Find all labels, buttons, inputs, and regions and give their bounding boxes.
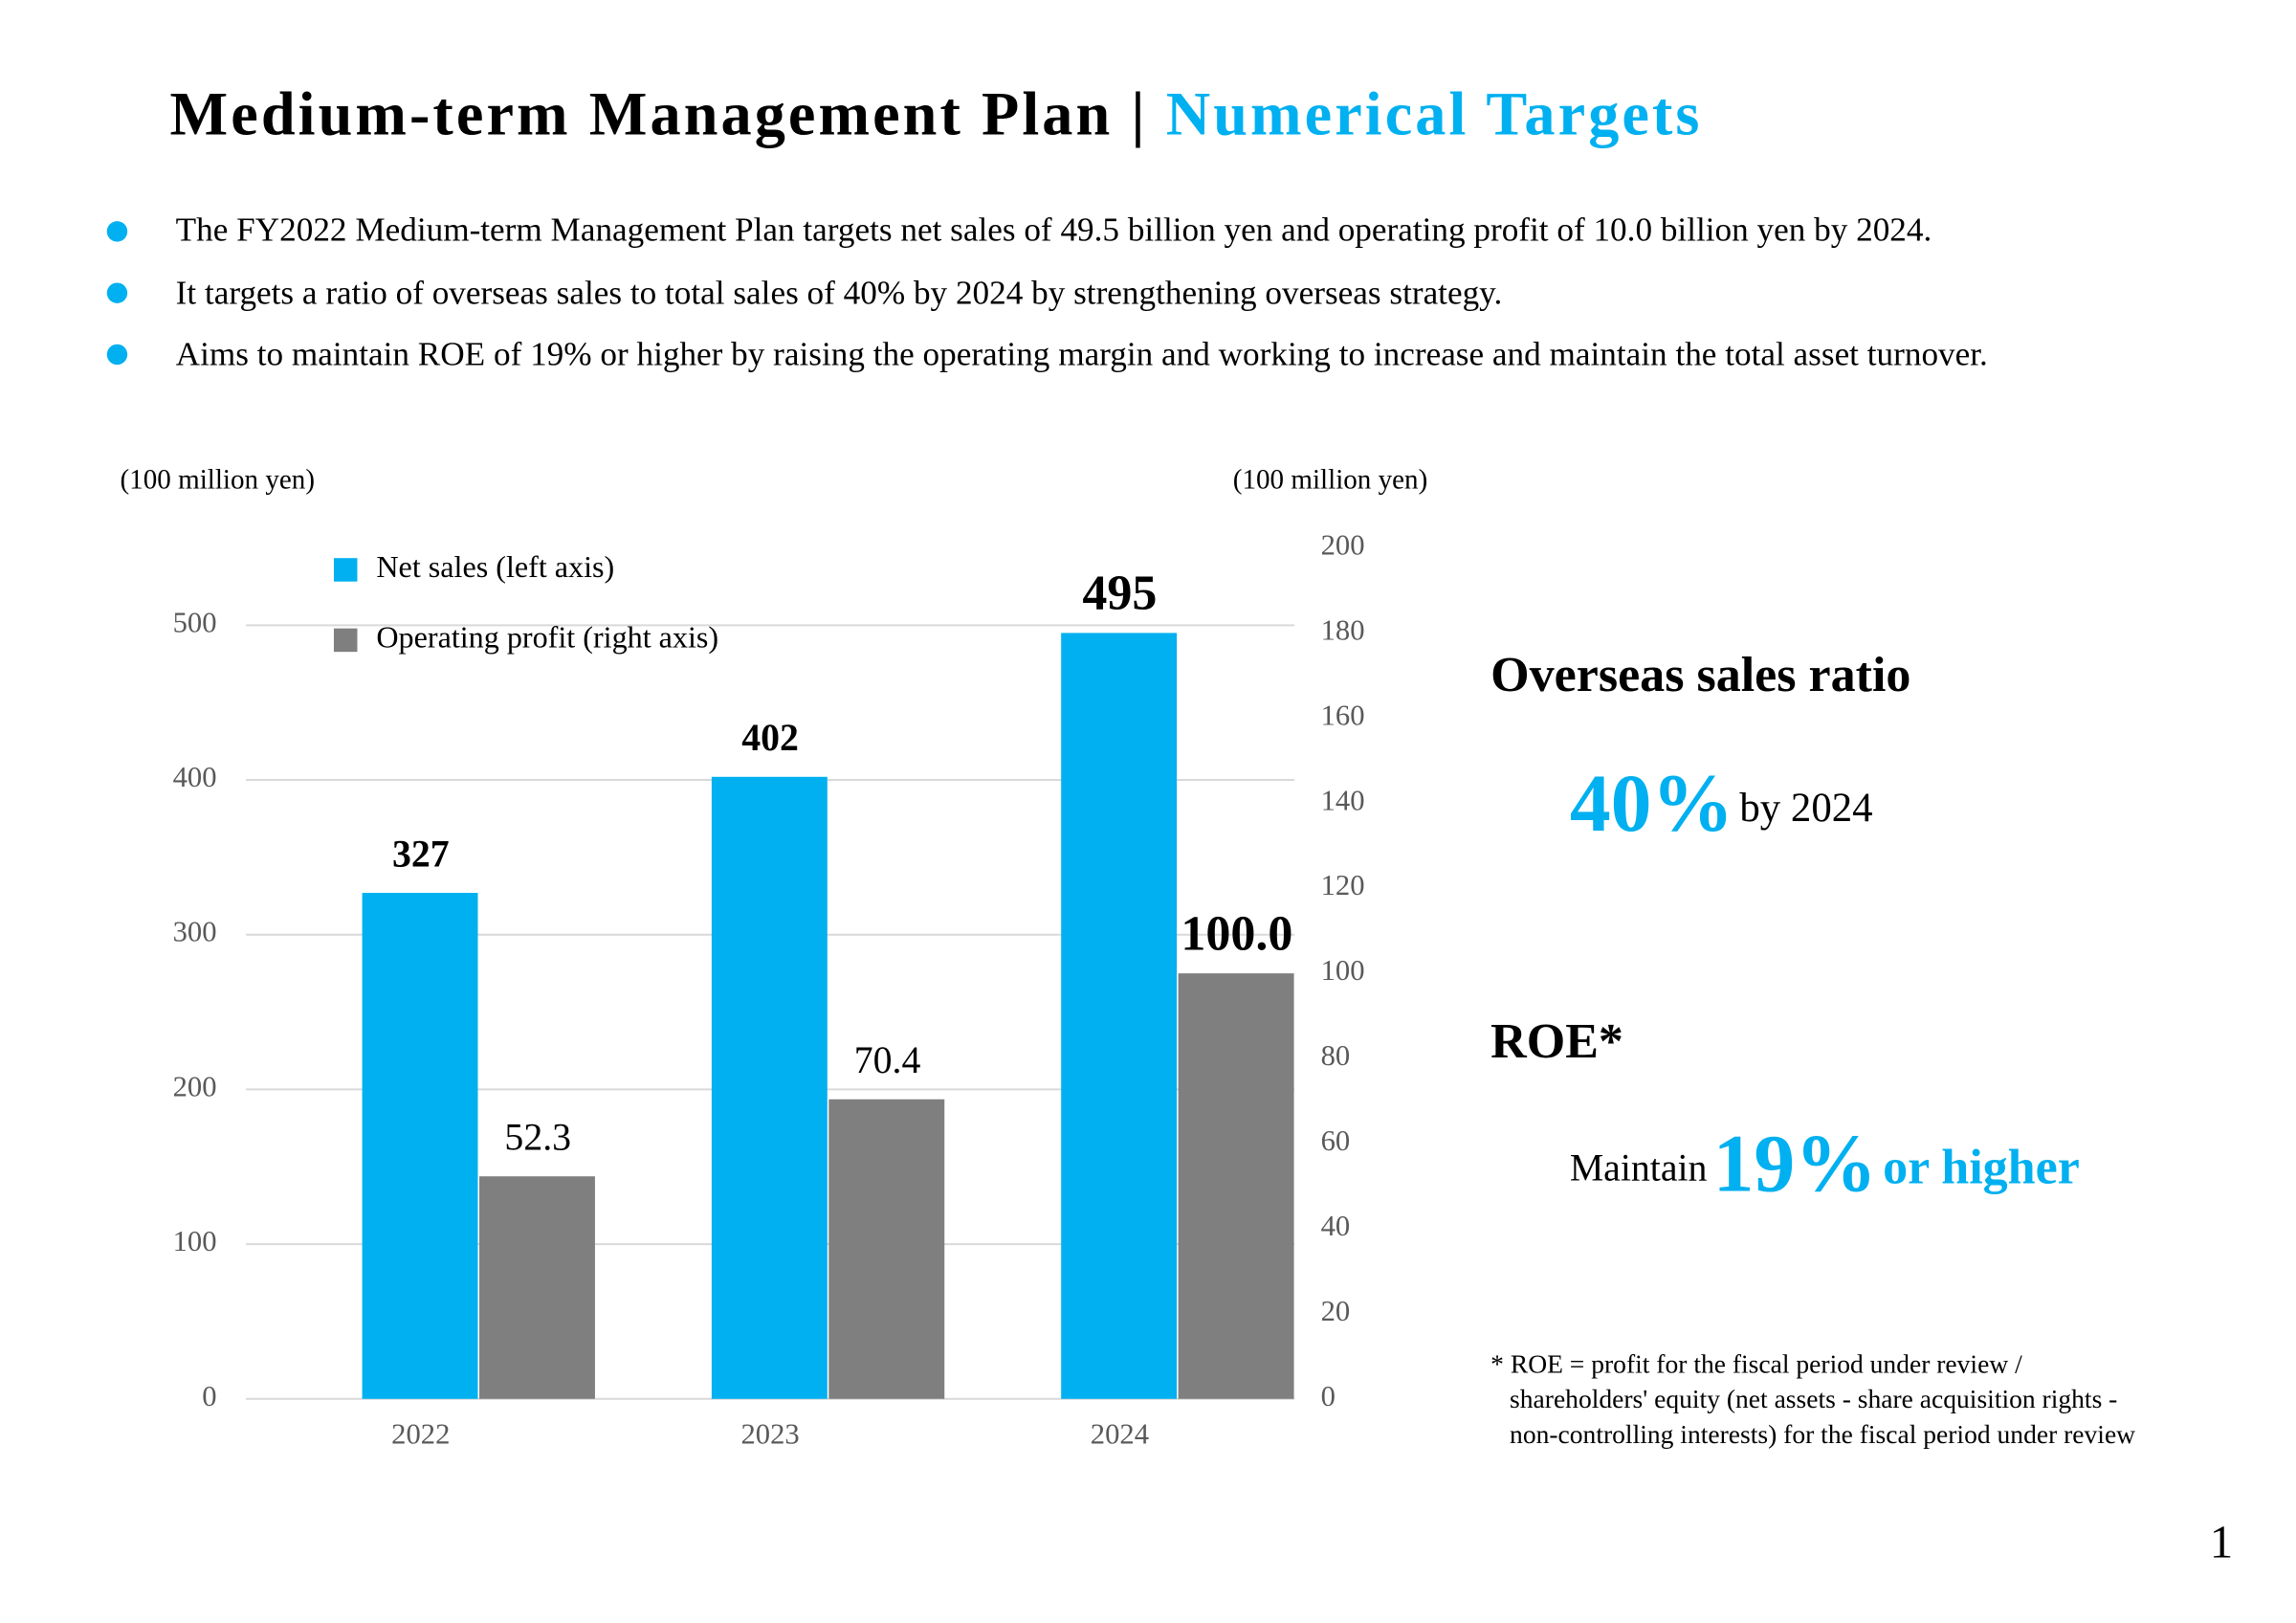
y-axis-label: (100 million yen)	[121, 464, 316, 495]
target-value: 19%	[1713, 1118, 1877, 1209]
bullet: It targets a ratio of overseas sales to …	[176, 274, 1503, 311]
bar	[479, 1176, 595, 1399]
page-number: 1	[2210, 1516, 2233, 1568]
y-tick-label: 100	[173, 1225, 217, 1257]
legend-label: Operating profit (right axis)	[376, 619, 718, 654]
y2-tick-label: 200	[1321, 529, 1365, 562]
target-suffix: or higher	[1883, 1140, 2080, 1194]
y2-tick-label: 100	[1321, 954, 1365, 987]
bar	[1178, 973, 1294, 1399]
target-label: ROE*	[1490, 1014, 1623, 1069]
footnote: non-controlling interests) for the fisca…	[1510, 1419, 2135, 1449]
target-line: 40% by 2024	[1570, 758, 1873, 849]
target-suffix: by 2024	[1739, 786, 1872, 831]
bar	[362, 893, 478, 1399]
bullet: Aims to maintain ROE of 19% or higher by…	[176, 336, 1988, 373]
y2-tick-label: 20	[1321, 1295, 1351, 1327]
legend-swatch	[333, 558, 358, 582]
bullet-dot	[106, 221, 128, 242]
legend-swatch	[333, 628, 358, 653]
value-label: 52.3	[504, 1117, 571, 1159]
legend-label: Net sales (left axis)	[376, 549, 614, 584]
bar	[1061, 633, 1178, 1399]
y2-tick-label: 80	[1321, 1039, 1351, 1072]
y2-tick-label: 140	[1321, 784, 1365, 816]
y2-tick-label: 180	[1321, 613, 1365, 646]
x-tick-label: 2023	[740, 1418, 799, 1451]
target-prefix: Maintain	[1570, 1147, 1708, 1189]
bullet-dot	[106, 282, 128, 303]
x-tick-label: 2022	[391, 1418, 450, 1451]
target-label: Overseas sales ratio	[1490, 648, 1910, 702]
value-label: 495	[1082, 567, 1157, 621]
y-tick-label: 400	[173, 761, 217, 793]
bullet-dot	[106, 344, 128, 366]
bullet: The FY2022 Medium-term Management Plan t…	[176, 211, 1932, 248]
y2-tick-label: 0	[1321, 1380, 1336, 1412]
target-value: 40%	[1570, 758, 1733, 849]
value-label: 402	[741, 717, 799, 759]
y2-tick-label: 60	[1321, 1124, 1351, 1157]
bar	[711, 776, 828, 1399]
y-tick-label: 300	[173, 916, 217, 948]
title: Medium-term Management Plan | Numerical …	[170, 79, 1703, 147]
title-main: Medium-term Management Plan |	[170, 79, 1148, 147]
y2-axis-label: (100 million yen)	[1233, 464, 1428, 495]
title-accent: Numerical Targets	[1166, 79, 1703, 147]
target-line: Maintain 19% or higher	[1570, 1118, 2080, 1209]
x-tick-label: 2024	[1091, 1418, 1149, 1451]
value-label: 100.0	[1181, 906, 1292, 961]
value-label: 70.4	[854, 1039, 921, 1081]
y-tick-label: 500	[173, 606, 217, 638]
footnote: shareholders' equity (net assets - share…	[1510, 1384, 2117, 1413]
y-tick-label: 0	[202, 1380, 216, 1412]
bar	[828, 1099, 945, 1399]
footnote: * ROE = profit for the fiscal period und…	[1490, 1348, 2022, 1378]
y2-tick-label: 120	[1321, 869, 1365, 901]
y2-tick-label: 40	[1321, 1210, 1351, 1242]
y-tick-label: 200	[173, 1070, 217, 1102]
value-label: 327	[392, 833, 450, 875]
y2-tick-label: 160	[1321, 699, 1365, 731]
